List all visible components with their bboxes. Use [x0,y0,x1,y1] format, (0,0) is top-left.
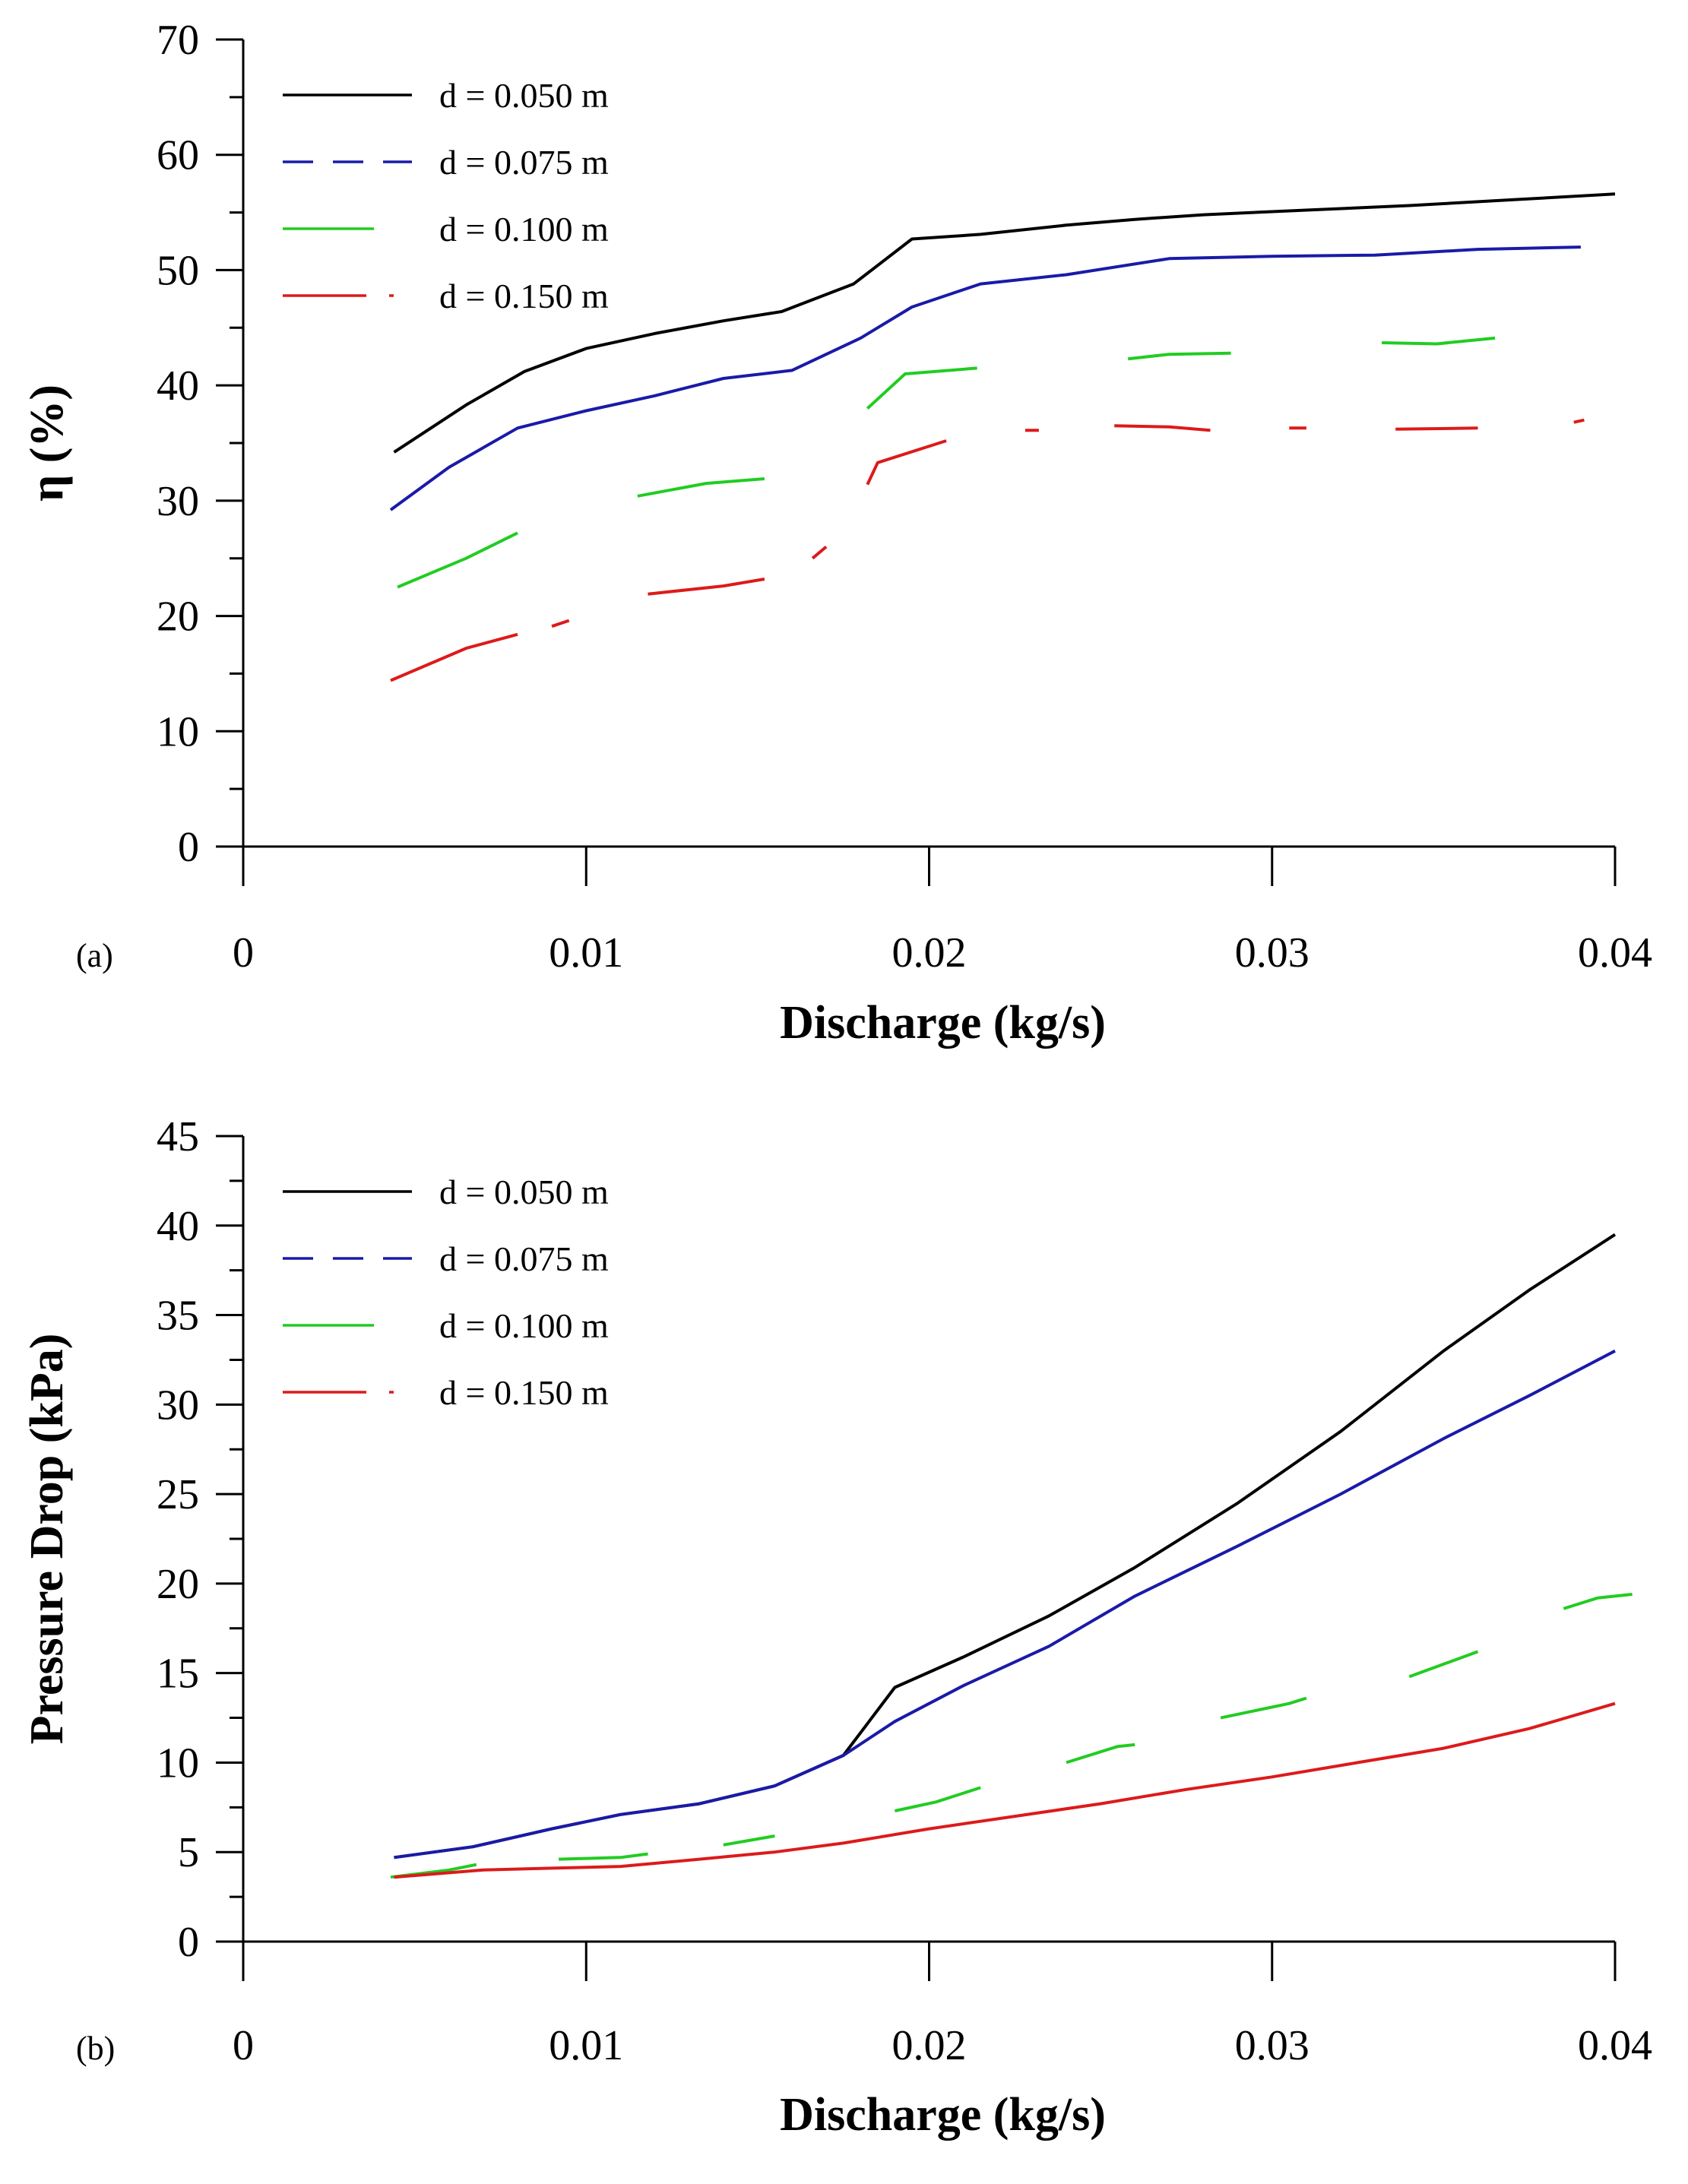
x-axis-title: Discharge (kg/s) [780,997,1106,1049]
legend-label-2: d = 0.075 m [439,143,609,182]
series-line-4 [394,1701,1616,1879]
y-tick-label: 50 [157,247,199,294]
x-axis-title: Discharge (kg/s) [780,2089,1106,2141]
y-tick-label: 20 [157,1561,199,1608]
series-line-4 [1114,424,1211,432]
series-line-3 [894,1786,981,1812]
x-tick-label: 0.02 [892,2022,967,2069]
series-line-3 [1382,336,1496,346]
x-tick-label: 0 [233,2022,254,2069]
y-tick-label: 70 [157,17,199,64]
y-axis-title: η (%) [21,385,73,502]
x-tick-label: 0.01 [549,2022,623,2069]
y-tick-label: 10 [157,708,199,755]
series-line-4 [390,632,518,682]
chart-panel-a: 0 10 20 30 40 50 60 70 0 0.01 0.02 0.03 0.04 (a) Disch… [21,17,1652,1049]
y-tick-label: 60 [157,132,199,179]
x-tick-label: 0.03 [1235,929,1310,976]
series-line-3 [1220,1696,1307,1720]
y-tick-label: 5 [178,1829,199,1876]
x-tick-label: 0 [233,929,254,976]
series-line-4 [1395,426,1478,431]
series-line-3 [1563,1593,1633,1610]
series-line-4 [551,619,570,628]
series-line-4 [811,545,828,560]
y-tick-label: 15 [157,1651,199,1698]
series-line-4 [648,578,765,596]
chart-panel-b: 0 5 10 15 20 25 30 35 40 45 0 0.01 0.02 0.03 0.04 (b) Di… [21,1113,1652,2141]
y-tick-label: 0 [178,1919,199,1966]
series-line-3 [559,1852,648,1861]
y-tick-label: 20 [157,593,199,641]
legend-label-1: d = 0.050 m [439,76,609,115]
series-line-3 [723,1834,775,1847]
panel-label: (b) [76,2030,115,2067]
series-line-4 [866,439,947,486]
legend-label-3: d = 0.100 m [439,1306,609,1345]
y-tick-label: 25 [157,1471,199,1518]
y-axis-title: Pressure Drop (kPa) [21,1334,73,1745]
x-tick-label: 0.02 [892,929,967,976]
y-tick-label: 40 [157,1203,199,1250]
y-tick-label: 10 [157,1739,199,1787]
series-line-3 [1408,1650,1479,1679]
x-tick-label: 0.04 [1578,929,1652,976]
series-line-1 [393,192,1616,454]
x-tick-label: 0.01 [549,929,623,976]
y-tick-label: 40 [157,362,199,410]
x-tick-label: 0.03 [1235,2022,1310,2069]
series-line-3 [1127,351,1231,361]
y-tick-label: 35 [157,1293,199,1340]
series-line-3 [1066,1742,1135,1765]
y-tick-label: 30 [157,478,199,525]
legend-label-4: d = 0.150 m [439,277,609,315]
x-tick-label: 0.04 [1578,2022,1652,2069]
legend-label-3: d = 0.100 m [439,210,609,248]
series-line-2 [394,1349,1616,1860]
series-line-4 [1573,418,1585,424]
y-tick-label: 30 [157,1382,199,1429]
legend-label-2: d = 0.075 m [439,1239,609,1278]
series-line-3 [397,531,518,589]
series-line-3 [866,366,977,410]
series-line-3 [637,477,765,498]
legend-label-1: d = 0.050 m [439,1173,609,1211]
panel-label: (a) [76,937,113,974]
legend-label-4: d = 0.150 m [439,1373,609,1412]
y-tick-label: 0 [178,824,199,871]
series-line-2 [389,245,1581,511]
y-tick-label: 45 [157,1113,199,1160]
